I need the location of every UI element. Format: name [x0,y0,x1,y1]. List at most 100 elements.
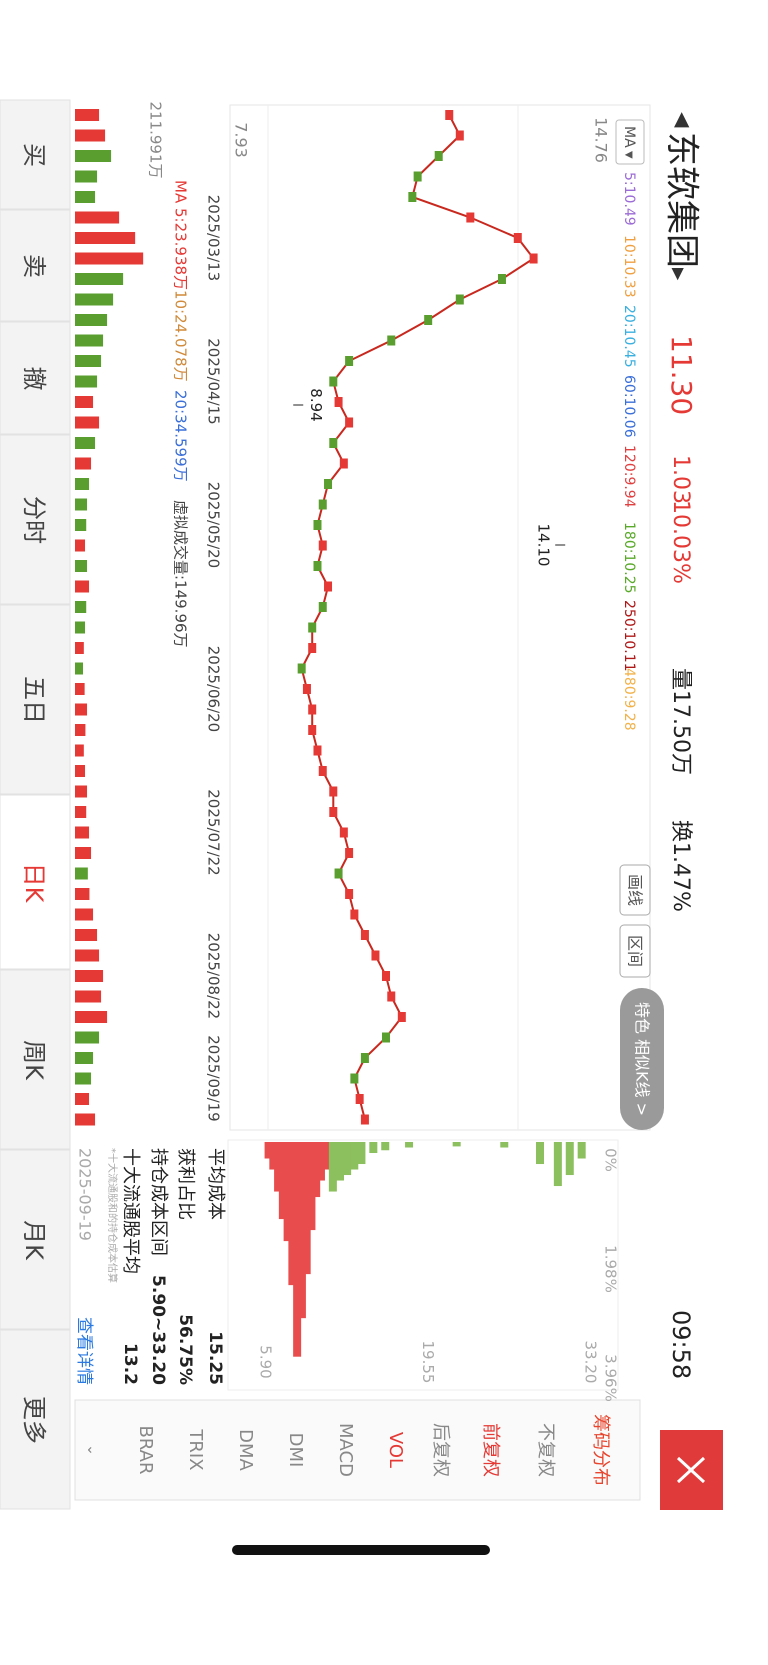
candle [313,561,322,571]
y-tick-label: 211.991万 [147,101,165,178]
candle [308,704,317,715]
ma-button[interactable] [615,119,645,165]
x-tick-label: 2025/03/13 [205,195,223,281]
tab-label[interactable]: 日K [20,863,48,904]
volume-bar [74,703,88,716]
chip-bar [336,1142,344,1181]
tab[interactable] [0,604,71,795]
chip-bar [328,1142,337,1192]
indicator-item[interactable]: 前复权 [480,1423,501,1477]
draw-label[interactable]: 画线 [626,874,645,906]
candle [387,991,396,1002]
chip-bar [565,1142,574,1176]
ma-label[interactable]: MA [621,126,637,148]
volume-legend: MA 5:23.938万 [172,180,190,290]
volume-bar [74,949,100,962]
volume-legend: 10:24.078万 [172,290,190,382]
indicator-item[interactable]: 不复权 [535,1423,556,1477]
volume-bar [75,211,120,224]
dropdown-arrow[interactable]: ▶ [670,268,689,281]
indicator-item[interactable]: 筹码分布 [590,1414,611,1486]
time: 09:58 [667,1310,695,1379]
tab[interactable] [0,99,71,210]
candle [329,786,338,797]
candle [313,520,322,530]
tab[interactable] [0,209,71,322]
tab-label[interactable]: 更多 [20,1396,48,1444]
candle [334,397,343,407]
indicator-item[interactable]: DMA [235,1429,256,1471]
annotation-label: 8.94 [307,388,325,421]
volume-note: 虚拟成交量:149.96万 [172,500,190,648]
chip-bar [405,1142,414,1148]
draw-button[interactable] [619,864,651,916]
ma-legend-item: 20:10.45 [621,305,637,368]
indicator-item[interactable]: DMI [285,1433,306,1468]
indicator-item[interactable]: MACD [335,1423,356,1477]
tab[interactable] [0,1329,71,1510]
chip-info-value: 13.2 [120,1343,140,1385]
chip-info-value: 5.90~33.20 [148,1275,168,1385]
volume-bar [75,990,102,1003]
tab-label[interactable]: 买 [20,143,48,167]
volume-bar [75,580,90,593]
indicator-item[interactable]: VOL [385,1432,406,1468]
x-tick-label: 2025/05/20 [205,482,223,568]
volume: 量17.50万 [668,668,693,775]
tab-label[interactable]: 撤 [20,367,48,391]
tab-label[interactable]: 月K [20,1220,48,1261]
candle [350,909,359,920]
volume-bar [75,314,108,326]
chip-bar [381,1142,390,1151]
tab[interactable] [0,794,71,970]
tab-label[interactable]: 周K [20,1040,48,1081]
y-tick-label: 19.55 [419,1341,437,1384]
chip-info-label: 平均成本 [205,1148,226,1220]
y-tick-label: 5.90 [257,1345,275,1378]
chip-link[interactable]: 查看详情 [74,1317,94,1385]
tab[interactable] [0,434,71,605]
indicator-item[interactable]: BRAR [135,1426,156,1475]
y-tick-label: 33.20 [582,1341,600,1384]
back-arrow[interactable]: ◀ [672,112,696,128]
range-label[interactable]: 区间 [626,935,645,967]
stock-title[interactable]: 东软集团 [662,132,702,268]
chip-bar [357,1142,366,1165]
chip-info-value: 15.25 [205,1331,225,1385]
chip-date: 2025-09-19 [76,1148,95,1241]
candle [455,294,464,305]
close-icon [676,1456,706,1484]
volume-bar [74,744,84,757]
tab[interactable] [0,969,71,1150]
volume-bar [74,785,88,798]
volume-bar [74,908,94,921]
volume-bar [74,170,98,183]
volume-bar [74,457,92,470]
candle [445,110,454,120]
tab-label[interactable]: 分时 [20,496,48,544]
tab[interactable] [0,321,71,435]
candle [318,766,327,776]
candle [308,622,317,633]
tab-label[interactable]: 卖 [20,254,48,278]
volume-bar [74,539,86,552]
candle [382,1032,391,1043]
range-button[interactable] [619,924,651,978]
indicator-item[interactable]: 后复权 [430,1423,451,1477]
x-tick-label: 2025/08/22 [205,933,223,1019]
similar-kline-label[interactable]: 特色 相似K线 > [633,1002,652,1116]
volume-bar [74,642,84,654]
volume-bar [74,150,112,162]
tab[interactable] [0,1149,71,1330]
chip-bar [536,1142,544,1165]
chart-frame [229,104,651,1131]
candle [297,663,306,674]
similar-kline-pill[interactable] [620,988,664,1130]
indicator-more[interactable]: ⌄ [84,1444,100,1456]
indicator-item[interactable]: TRIX [185,1428,206,1470]
candle [413,171,422,182]
tab-label[interactable]: 五日 [20,676,48,724]
candle [408,192,417,202]
volume-bar [75,437,96,449]
candle [334,868,343,879]
